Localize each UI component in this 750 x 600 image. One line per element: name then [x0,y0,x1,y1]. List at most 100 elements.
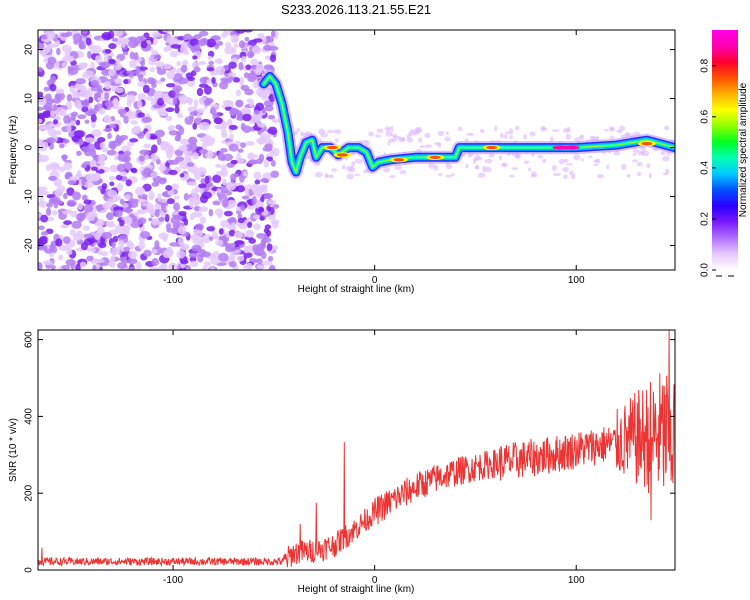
noise-speckle [202,265,208,270]
noise-speckle [38,42,45,49]
halo-speckle [444,136,451,142]
noise-speckle [45,216,55,222]
noise-speckle [189,213,195,221]
noise-speckle [188,136,198,145]
spectrogram-y-axis-label: Frequency (Hz) [8,116,19,185]
noise-speckle [75,213,86,222]
halo-speckle [388,138,394,143]
noise-speckle [163,46,169,53]
noise-speckle [127,114,137,120]
noise-speckle [211,231,218,239]
noise-speckle [124,194,132,200]
noise-speckle [43,86,50,92]
noise-speckle [108,143,116,149]
noise-speckle [150,135,158,140]
noise-speckle [247,160,259,165]
noise-speckle [107,189,118,198]
noise-speckle [245,64,252,70]
noise-speckle [172,210,179,216]
noise-speckle [143,143,151,149]
noise-speckle [215,163,222,168]
noise-speckle [57,166,66,172]
noise-speckle [209,266,215,270]
noise-speckle [246,98,253,104]
noise-speckle [196,108,205,113]
halo-speckle [382,167,391,173]
noise-speckle [114,64,122,71]
noise-speckle [85,37,92,46]
noise-speckle [243,245,249,254]
noise-speckle [199,216,207,224]
noise-speckle [137,92,147,102]
noise-speckle [266,243,273,251]
halo-speckle [353,173,361,177]
noise-speckle [193,66,201,73]
halo-speckle [632,153,637,156]
noise-speckle [196,113,202,119]
noise-speckle [220,164,227,170]
noise-speckle [235,99,244,108]
halo-speckle [438,173,443,177]
spectrogram-heatmap [38,30,675,270]
noise-speckle [85,212,96,222]
halo-speckle [300,130,304,137]
halo-speckle [390,125,394,133]
noise-speckle [61,44,72,53]
noise-speckle [155,91,165,97]
noise-speckle [165,107,175,113]
noise-speckle [94,231,102,241]
noise-speckle [187,97,193,106]
noise-speckle [197,38,208,47]
noise-speckle [91,166,98,171]
halo-speckle [437,130,445,137]
noise-speckle [65,31,72,37]
noise-speckle [131,127,142,134]
noise-speckle [207,55,213,61]
halo-speckle [437,142,442,149]
spectrogram-frame [37,29,676,271]
noise-speckle [98,242,107,249]
noise-speckle [150,98,156,106]
noise-speckle [52,210,58,216]
noise-speckle [250,64,258,70]
noise-speckle [192,55,198,60]
noise-speckle [145,131,151,141]
noise-speckle [134,186,146,196]
noise-speckle [176,250,186,259]
noise-speckle [78,138,84,146]
noise-speckle [63,115,71,124]
halo-speckle [529,131,536,137]
noise-speckle [244,36,250,42]
noise-speckle [90,247,96,253]
x-tick-label: 0 [372,275,378,286]
y-tick-label: -20 [24,238,35,253]
noise-speckle [179,173,185,178]
noise-speckle [240,142,247,149]
noise-speckle [187,76,195,82]
noise-speckle [143,249,152,257]
noise-speckle [171,183,179,191]
noise-speckle [160,144,167,151]
noise-speckle [117,262,126,270]
noise-speckle [214,124,225,130]
noise-speckle [234,109,240,115]
noise-speckle [45,137,56,144]
noise-speckle [46,30,56,40]
noise-speckle [154,240,160,250]
noise-speckle [243,252,253,258]
noise-speckle [101,32,112,41]
halo-speckle [508,174,515,178]
halo-speckle [450,173,455,177]
halo-speckle [660,151,666,156]
noise-speckle [206,226,215,232]
noise-speckle [62,236,71,244]
noise-speckle [138,241,146,250]
noise-speckle [193,34,203,40]
noise-speckle [50,75,57,84]
noise-speckle [271,147,280,157]
halo-speckle [565,133,572,140]
noise-speckle [48,175,58,181]
noise-speckle [271,118,280,124]
noise-speckle [122,224,131,232]
